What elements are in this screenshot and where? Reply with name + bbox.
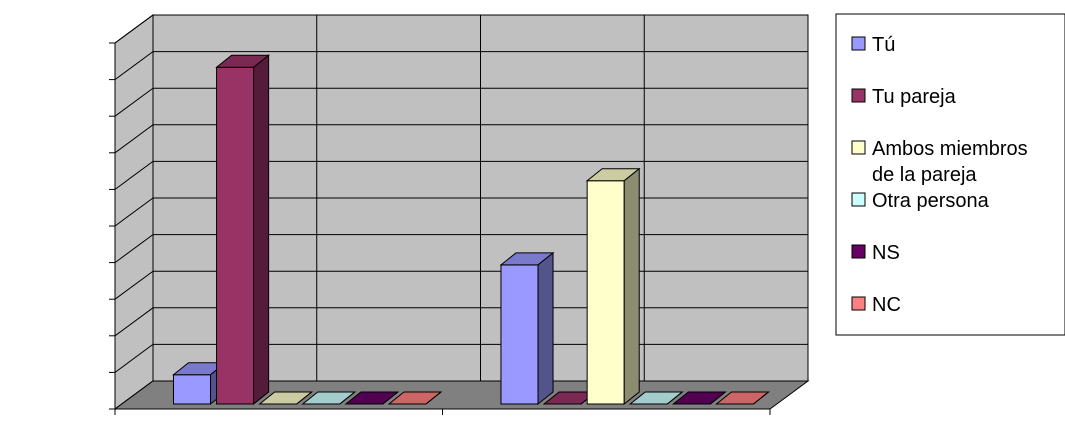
- bar-tu-pareja: [215, 54, 271, 406]
- bar-nc: [387, 391, 443, 405]
- bar-side: [537, 251, 554, 406]
- bar-otra-persona: [628, 391, 684, 405]
- legend-label-line: Ambos miembros: [872, 138, 1028, 160]
- bar-side: [296, 391, 313, 405]
- legend-label: Tu pareja: [872, 86, 957, 108]
- bar-otra-persona: [301, 391, 357, 405]
- bars: [172, 54, 770, 406]
- horizontal-gridline: [114, 51, 808, 81]
- bar-side: [382, 391, 399, 405]
- bar-side: [339, 391, 356, 405]
- legend-box: [835, 13, 1065, 336]
- horizontal-gridline: [114, 124, 808, 154]
- legend-swatch: [851, 244, 866, 259]
- horizontal-gridline: [114, 87, 808, 117]
- legend-label: Ambos miembros de la pareja: [872, 138, 1028, 186]
- bar-side: [666, 391, 683, 405]
- bar-ns: [671, 391, 727, 405]
- bar-t-: [499, 251, 555, 406]
- horizontal-gridline: [114, 160, 808, 190]
- bar-side: [623, 167, 640, 406]
- legend: Tú Tu pareja Ambos miembros de la pareja Otr…: [835, 13, 1065, 336]
- bar-nc: [715, 391, 770, 405]
- bar-front: [586, 180, 625, 405]
- bar-front: [172, 374, 212, 405]
- legend-swatch: [851, 140, 866, 155]
- bar-side: [710, 391, 726, 405]
- legend-swatch: [851, 192, 866, 207]
- bar-ambos-miembros-de-la-pareja: [585, 167, 641, 406]
- bar-side: [253, 54, 270, 406]
- legend-label: NC: [872, 294, 901, 316]
- bar-front: [216, 66, 255, 405]
- legend-swatch: [851, 296, 866, 311]
- bar-side: [753, 391, 769, 405]
- horizontal-gridline: [114, 14, 808, 44]
- axes: [109, 42, 771, 415]
- legend-label: NS: [872, 242, 900, 264]
- legend-label: Tú: [872, 34, 895, 56]
- bar-ns: [344, 391, 400, 405]
- legend-label-line: de la pareja: [872, 164, 977, 186]
- bar-ambos-miembros-de-la-pareja: [258, 391, 314, 405]
- bar-front: [500, 264, 539, 405]
- bar-side: [425, 391, 442, 405]
- legend-label: Otra persona: [872, 190, 990, 212]
- legend-swatch: [851, 88, 866, 103]
- legend-swatch: [851, 36, 866, 51]
